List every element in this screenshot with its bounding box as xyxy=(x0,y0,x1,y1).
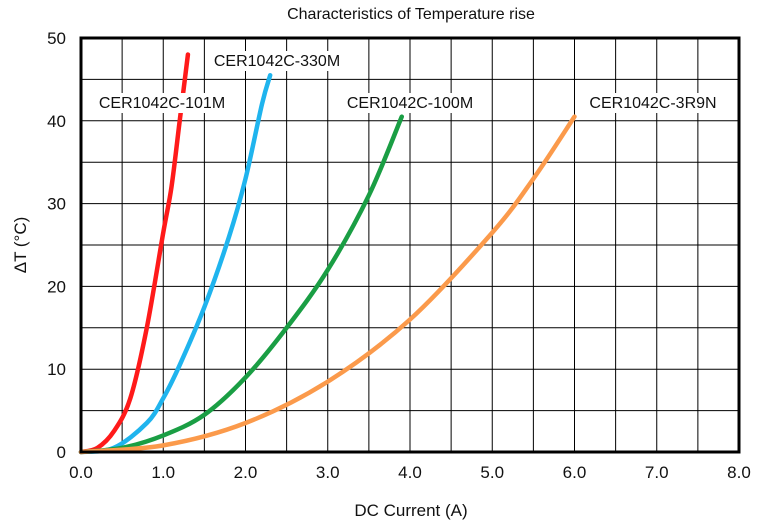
x-axis-title: DC Current (A) xyxy=(354,501,467,520)
tick-label-layer: 0.0 1.0 2.0 3.0 4.0 5.0 6.0 7.0 8.0 0 10 20 30 40 50 xyxy=(47,29,751,482)
series-label-layer: CER1042C-101M CER1042C-330M CER1042C-100M C… xyxy=(99,51,717,113)
series-label-background xyxy=(99,93,225,113)
x-tick-label: 1.0 xyxy=(151,463,175,482)
y-tick-label: 0 xyxy=(57,443,66,462)
series-layer xyxy=(78,52,577,455)
y-tick-label: 20 xyxy=(47,277,66,296)
x-tick-label: 4.0 xyxy=(398,463,422,482)
series-label: CER1042C-3R9N xyxy=(589,95,716,112)
y-tick-label: 10 xyxy=(47,360,66,379)
series-label: CER1042C-101M xyxy=(99,95,225,112)
y-tick-label: 30 xyxy=(47,195,66,214)
series-line-cer1042c-101m xyxy=(78,52,191,455)
series-label: CER1042C-330M xyxy=(214,53,340,70)
x-tick-label: 8.0 xyxy=(727,463,751,482)
y-tick-label: 50 xyxy=(47,29,66,48)
x-tick-label: 3.0 xyxy=(316,463,340,482)
x-tick-label: 7.0 xyxy=(645,463,669,482)
plot-frame xyxy=(79,36,741,454)
series-label: CER1042C-100M xyxy=(347,95,473,112)
x-tick-label: 2.0 xyxy=(234,463,258,482)
x-tick-label: 0.0 xyxy=(69,463,93,482)
y-tick-label: 40 xyxy=(47,112,66,131)
series-line-cer1042c-330m xyxy=(78,73,273,455)
series-line-cer1042c-100m xyxy=(78,114,405,455)
series-line-cer1042c-3r9n xyxy=(78,114,577,455)
chart-title: Characteristics of Temperature rise xyxy=(287,6,535,23)
grid-layer xyxy=(81,38,739,452)
x-tick-label: 5.0 xyxy=(480,463,504,482)
series-label-background xyxy=(214,51,340,71)
x-tick-label: 6.0 xyxy=(563,463,587,482)
series-label-background xyxy=(347,93,473,113)
series-label-background xyxy=(590,93,716,113)
y-axis-title: ΔT (°C) xyxy=(11,217,30,274)
